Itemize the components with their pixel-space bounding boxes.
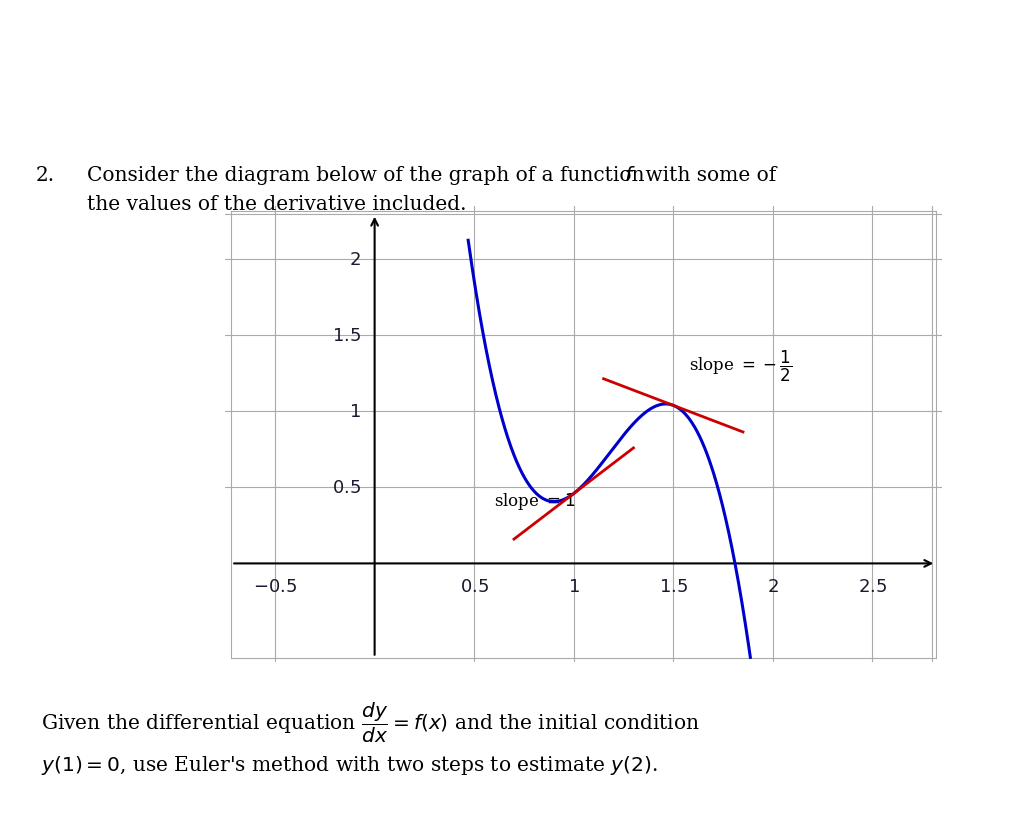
- Text: $0.5$: $0.5$: [460, 577, 488, 595]
- Text: slope $= -\dfrac{1}{2}$: slope $= -\dfrac{1}{2}$: [689, 349, 793, 384]
- Text: Given the differential equation $\dfrac{dy}{dx} = f(x)$ and the initial conditio: Given the differential equation $\dfrac{…: [41, 700, 699, 744]
- Text: $2$: $2$: [767, 577, 778, 595]
- Text: 2.: 2.: [36, 166, 55, 185]
- Text: $0.5$: $0.5$: [332, 479, 360, 497]
- Text: the values of the derivative included.: the values of the derivative included.: [87, 195, 467, 214]
- Text: $1.5$: $1.5$: [332, 327, 360, 345]
- Text: $2$: $2$: [349, 251, 360, 269]
- Text: $1$: $1$: [349, 403, 360, 421]
- Text: $2.5$: $2.5$: [858, 577, 887, 595]
- Text: $-0.5$: $-0.5$: [253, 577, 297, 595]
- Text: with some of: with some of: [639, 166, 776, 185]
- Text: slope $= 1$: slope $= 1$: [495, 491, 575, 512]
- Text: $f$: $f$: [624, 166, 635, 185]
- Text: Consider the diagram below of the graph of a function: Consider the diagram below of the graph …: [87, 166, 651, 185]
- Text: $1$: $1$: [568, 577, 580, 595]
- Text: $y(1) = 0$, use Euler's method with two steps to estimate $y(2)$.: $y(1) = 0$, use Euler's method with two …: [41, 753, 657, 777]
- Text: $1.5$: $1.5$: [658, 577, 688, 595]
